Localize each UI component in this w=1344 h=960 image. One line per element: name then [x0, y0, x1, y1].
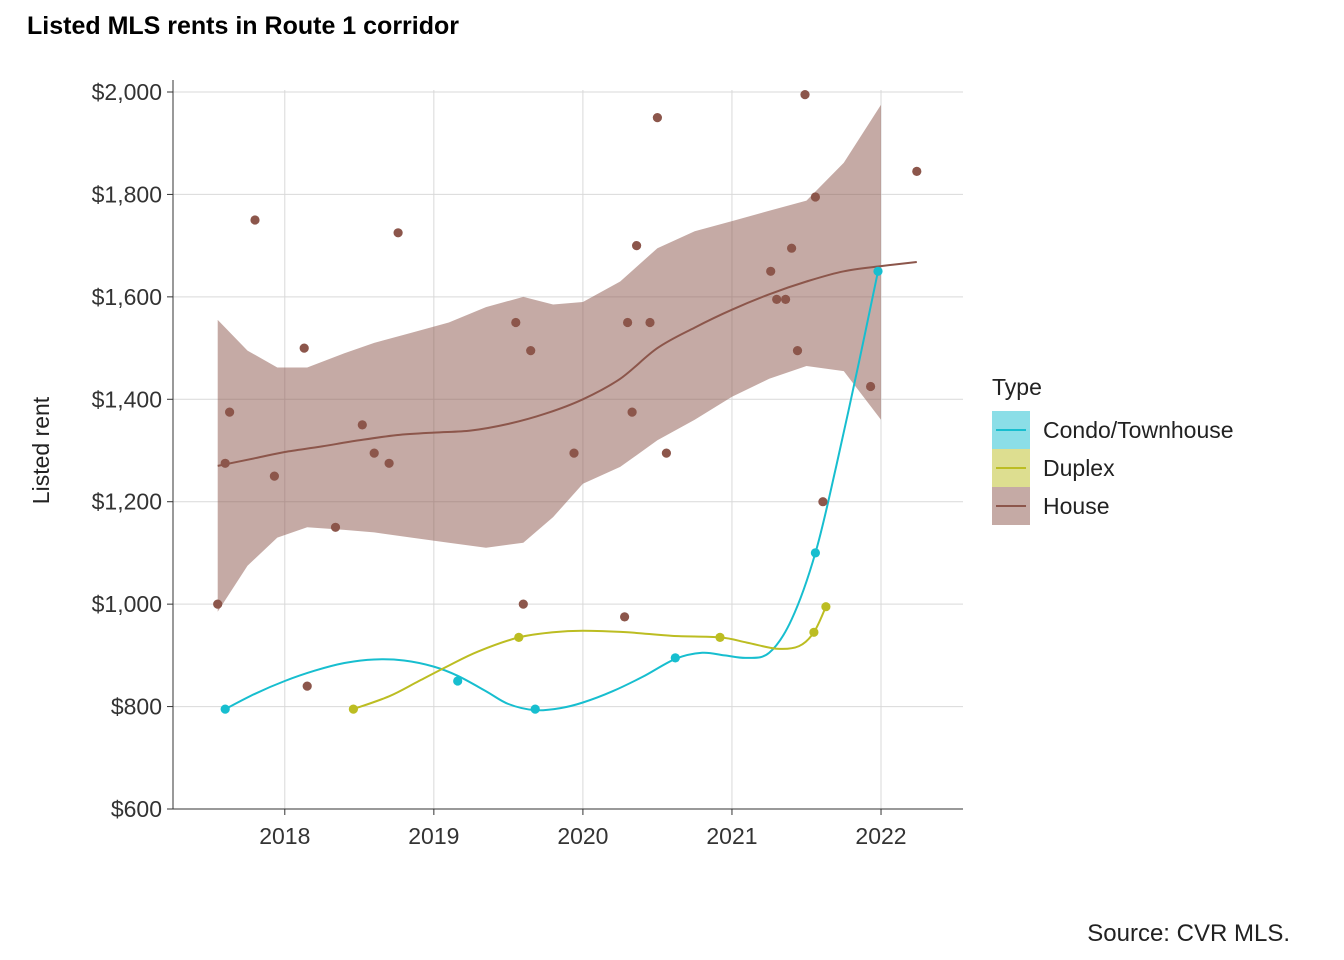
legend-item-house: House	[992, 487, 1234, 525]
legend-key-house	[992, 487, 1030, 525]
x-tick-label: 2018	[259, 823, 310, 849]
legend-key-duplex	[992, 449, 1030, 487]
data-point	[809, 627, 819, 637]
y-tick-label: $1,800	[92, 181, 162, 207]
legend-title: Type	[992, 374, 1042, 400]
data-point	[772, 294, 782, 304]
data-point	[453, 676, 463, 686]
data-points	[213, 90, 922, 714]
smooth-lines	[217, 261, 917, 712]
data-point	[225, 407, 235, 417]
data-point	[627, 407, 637, 417]
data-point	[369, 448, 379, 458]
data-point	[792, 346, 803, 356]
legend-label: House	[1043, 492, 1110, 519]
data-point	[299, 343, 309, 353]
data-point	[530, 704, 540, 714]
y-axis-title: Listed rent	[28, 396, 54, 504]
x-tick-label: 2021	[706, 823, 757, 849]
data-point	[912, 166, 922, 176]
data-point	[810, 192, 821, 202]
data-point	[652, 113, 663, 123]
data-point	[569, 448, 579, 458]
data-point	[623, 317, 633, 328]
legend-key-condo-townhouse	[992, 411, 1030, 449]
data-point	[220, 704, 230, 714]
confidence-ribbon	[217, 104, 881, 612]
x-tick-label: 2020	[557, 823, 608, 849]
data-point	[384, 458, 394, 468]
x-tick-label: 2019	[408, 823, 459, 849]
legend-label: Condo/Townhouse	[1043, 416, 1234, 443]
x-tick-labels: 2018 2019 2020 2021 2022	[259, 823, 906, 849]
data-point	[526, 346, 536, 356]
caption: Source: CVR MLS.	[1087, 920, 1290, 947]
data-point	[661, 448, 672, 458]
data-point	[348, 704, 358, 714]
legend: Type Condo/Townhouse Duplex House	[992, 374, 1234, 525]
y-tick-label: $1,000	[92, 591, 162, 617]
legend-label: Duplex	[1043, 454, 1115, 481]
y-tick-labels: $600 $800 $1,000 $1,200 $1,400 $1,600 $1,800 $2…	[92, 79, 162, 822]
data-point	[269, 471, 279, 481]
data-point	[670, 653, 680, 663]
data-point	[330, 522, 341, 532]
data-point	[818, 497, 828, 507]
confidence-ribbons	[217, 104, 881, 612]
y-tick-label: $2,000	[92, 79, 162, 105]
data-point	[220, 458, 230, 468]
data-point	[302, 681, 312, 691]
data-point	[821, 602, 831, 612]
data-point	[645, 317, 655, 328]
y-tick-label: $1,400	[92, 386, 162, 412]
y-tick-label: $800	[111, 694, 162, 720]
data-point	[213, 599, 223, 609]
smooth-line	[224, 271, 879, 712]
legend-item-condo-townhouse: Condo/Townhouse	[992, 411, 1234, 449]
data-point	[514, 632, 524, 643]
data-point	[632, 241, 642, 251]
data-point	[873, 266, 883, 276]
data-point	[787, 243, 797, 253]
data-point	[766, 266, 776, 276]
data-point	[781, 294, 791, 304]
data-point	[393, 228, 403, 238]
x-tick-label: 2022	[855, 823, 906, 849]
smooth-line	[353, 606, 827, 711]
chart-title: Listed MLS rents in Route 1 corridor	[27, 12, 459, 40]
smooth-line	[217, 261, 917, 467]
data-point	[250, 215, 260, 225]
data-point	[810, 548, 821, 558]
y-tick-label: $1,600	[92, 284, 162, 310]
data-point	[800, 90, 810, 100]
data-point	[715, 632, 725, 643]
data-point	[620, 612, 630, 622]
data-point	[511, 317, 521, 328]
data-point	[866, 381, 876, 392]
legend-item-duplex: Duplex	[992, 449, 1234, 487]
axes	[167, 80, 963, 815]
data-point	[518, 599, 528, 609]
y-tick-label: $1,200	[92, 489, 162, 515]
data-point	[357, 420, 367, 430]
y-tick-label: $600	[111, 796, 162, 822]
